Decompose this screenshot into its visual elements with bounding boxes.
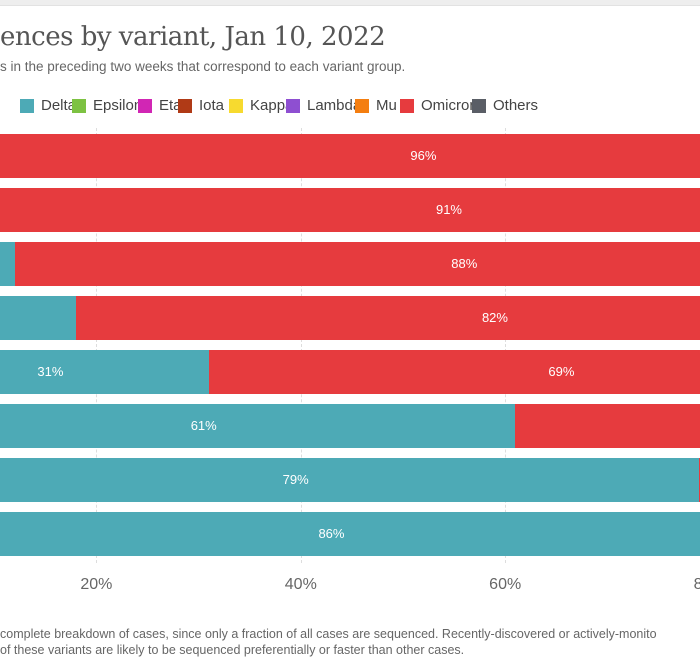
bar-label: 31% bbox=[37, 364, 64, 379]
bar-delta[interactable] bbox=[0, 404, 516, 448]
legend-swatch bbox=[20, 98, 34, 113]
legend: Delta Epsilon Eta Iota Kappa Lambda Mu Omicron O… bbox=[0, 97, 700, 117]
bar-delta[interactable] bbox=[0, 350, 209, 394]
gridline bbox=[96, 128, 98, 563]
legend-item-eta[interactable]: Eta bbox=[138, 97, 182, 114]
bar-omicron[interactable] bbox=[0, 188, 700, 232]
legend-swatch bbox=[229, 98, 243, 113]
legend-item-iota[interactable]: Iota bbox=[178, 97, 224, 114]
legend-label: Omicron bbox=[421, 97, 478, 114]
bar-label: 61% bbox=[190, 418, 217, 433]
bar-label: 79% bbox=[282, 472, 309, 487]
legend-label: Others bbox=[493, 97, 539, 114]
legend-swatch bbox=[355, 98, 369, 113]
bar-delta[interactable] bbox=[0, 458, 700, 502]
bar-label: 86% bbox=[318, 526, 345, 541]
legend-swatch bbox=[138, 98, 152, 113]
x-tick-label: 60% bbox=[489, 576, 522, 593]
legend-item-lambda[interactable]: Lambda bbox=[286, 97, 361, 114]
legend-label: Eta bbox=[159, 97, 182, 114]
legend-item-others[interactable]: Others bbox=[472, 97, 538, 114]
bar-delta[interactable] bbox=[0, 242, 15, 286]
bar-omicron[interactable] bbox=[75, 296, 700, 340]
x-tick-label: 40% bbox=[284, 576, 317, 593]
footer-note-line1: complete breakdown of cases, since only … bbox=[0, 627, 657, 641]
legend-label: Iota bbox=[199, 97, 225, 114]
chart-subtitle: s in the preceding two weeks that corres… bbox=[0, 59, 406, 74]
chart-title: ences by variant, Jan 10, 2022 bbox=[0, 22, 386, 52]
legend-swatch bbox=[72, 98, 86, 113]
x-tick-label: 20% bbox=[80, 576, 113, 593]
legend-label: Epsilon bbox=[93, 97, 143, 114]
bar-omicron[interactable] bbox=[0, 134, 700, 178]
bar-delta[interactable] bbox=[0, 296, 76, 340]
legend-label: Lambda bbox=[307, 97, 362, 114]
bar-omicron[interactable] bbox=[208, 350, 700, 394]
bar-label: 88% bbox=[451, 256, 478, 271]
gridline bbox=[505, 128, 507, 563]
legend-item-epsilon[interactable]: Epsilon bbox=[72, 97, 142, 114]
legend-label: Mu bbox=[376, 97, 397, 114]
legend-swatch bbox=[286, 98, 300, 113]
footer-note-line2: of these variants are likely to be seque… bbox=[0, 643, 465, 657]
legend-swatch bbox=[178, 98, 192, 113]
legend-item-kappa[interactable]: Kappa bbox=[229, 97, 293, 114]
legend-item-mu[interactable]: Mu bbox=[355, 97, 397, 114]
bar-label: 96% bbox=[410, 148, 437, 163]
bar-label: 69% bbox=[548, 364, 575, 379]
legend-label: Delta bbox=[41, 97, 77, 114]
bar-delta[interactable] bbox=[0, 512, 700, 556]
legend-item-delta[interactable]: Delta bbox=[20, 97, 76, 114]
gridline bbox=[300, 128, 302, 563]
legend-label: Kappa bbox=[250, 97, 294, 114]
legend-swatch bbox=[400, 98, 414, 113]
x-tick-label: 80% bbox=[693, 576, 700, 593]
bar-omicron[interactable] bbox=[515, 404, 700, 448]
bar-omicron[interactable] bbox=[14, 242, 700, 286]
top-strip bbox=[0, 0, 700, 6]
legend-swatch bbox=[472, 98, 486, 113]
legend-item-omicron[interactable]: Omicron bbox=[400, 97, 478, 114]
bar-label: 82% bbox=[481, 310, 508, 325]
bar-label: 91% bbox=[435, 202, 462, 217]
